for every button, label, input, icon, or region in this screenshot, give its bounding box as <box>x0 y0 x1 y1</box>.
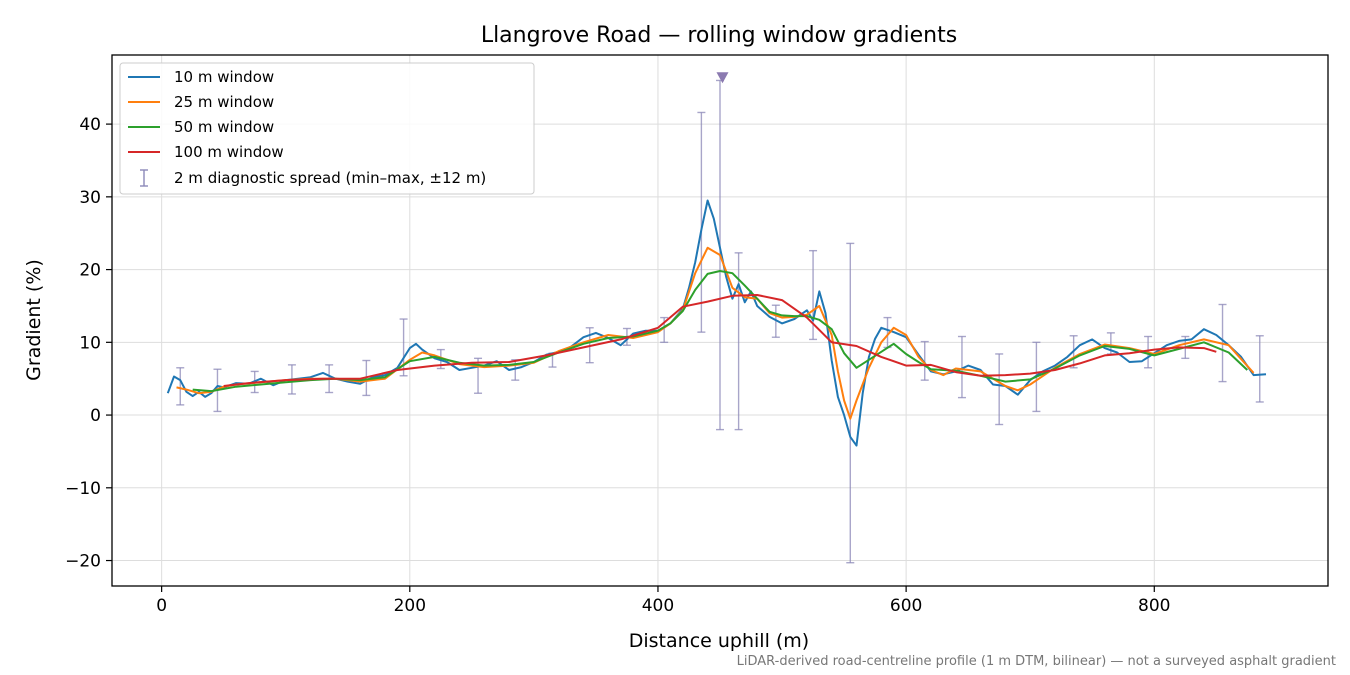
plot-data-layer <box>166 72 1267 564</box>
y-tick-label: 0 <box>90 406 101 426</box>
chart-title: Llangrove Road — rolling window gradient… <box>481 23 957 48</box>
peak-marker <box>716 72 729 84</box>
legend-label: 25 m window <box>174 93 274 111</box>
footnote: LiDAR-derived road-centreline profile (1… <box>737 654 1336 669</box>
legend: 10 m window 25 m window 50 m window 100 m w… <box>119 62 535 195</box>
legend-box <box>119 62 535 195</box>
y-axis-label: Gradient (%) <box>23 259 45 381</box>
x-tick-label: 200 <box>394 596 426 616</box>
axis-ticks: 0 200 400 600 800 −20 −10 0 10 20 30 40 <box>65 115 1170 616</box>
series-line-4 <box>223 294 1217 387</box>
y-tick-label: 40 <box>79 115 101 135</box>
series-line-3 <box>192 270 1248 393</box>
legend-label: 2 m diagnostic spread (min–max, ±12 m) <box>174 169 486 187</box>
plot-frame <box>111 54 1329 587</box>
y-tick-label: 20 <box>79 261 101 281</box>
series-line-1 <box>166 199 1267 447</box>
x-tick-label: 400 <box>642 596 674 616</box>
series-line-2 <box>176 246 1255 420</box>
y-tick-label: −20 <box>65 552 101 572</box>
y-tick-label: 10 <box>79 333 101 353</box>
x-axis-label: Distance uphill (m) <box>629 630 809 652</box>
legend-label: 50 m window <box>174 118 274 136</box>
x-tick-label: 800 <box>1138 596 1170 616</box>
legend-label: 10 m window <box>174 68 274 86</box>
y-tick-label: 30 <box>79 188 101 208</box>
legend-label: 100 m window <box>174 143 284 161</box>
y-tick-label: −10 <box>65 479 101 499</box>
x-tick-label: 600 <box>890 596 922 616</box>
x-tick-label: 0 <box>156 596 167 616</box>
